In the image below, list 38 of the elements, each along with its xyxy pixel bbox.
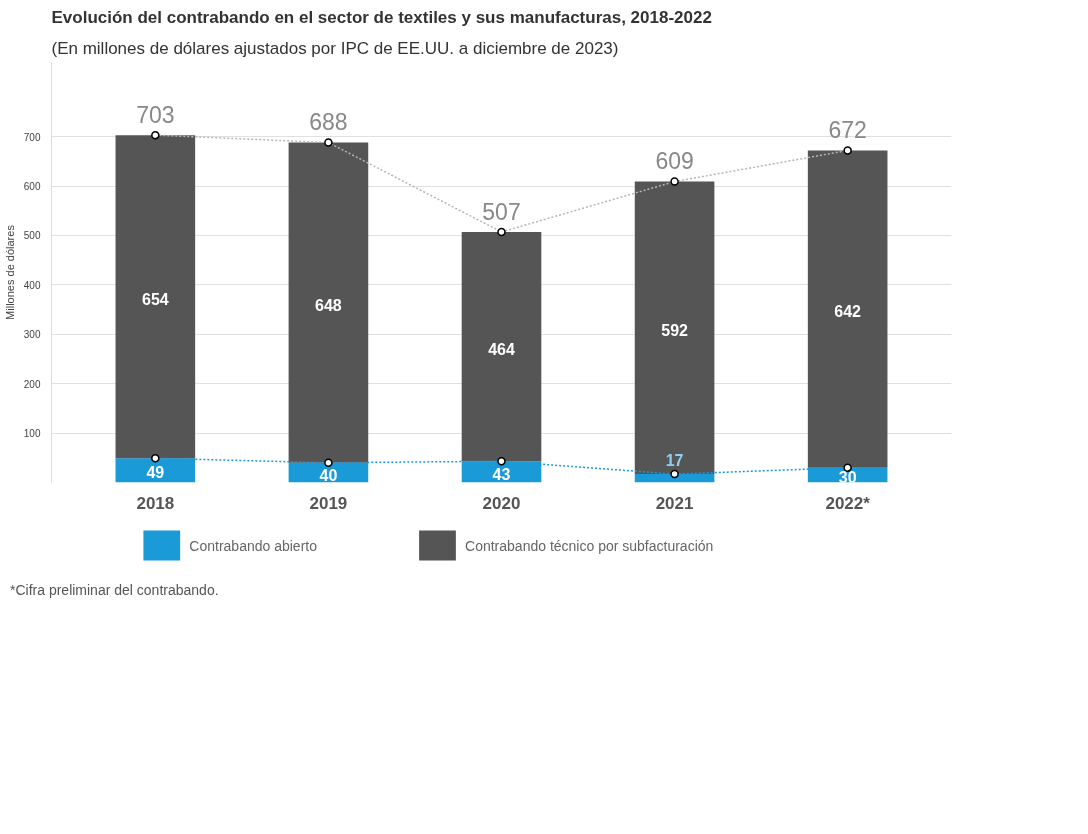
data-label: 592 — [661, 321, 689, 339]
x-tick-label: 2019 — [309, 493, 348, 513]
data-label: 49 — [146, 464, 165, 482]
bar — [634, 181, 715, 475]
y-tick-label: 600 — [23, 181, 41, 193]
data-label: 642 — [834, 303, 862, 321]
y-tick-label: 200 — [23, 378, 41, 390]
x-tick-label: 2022* — [825, 493, 871, 513]
data-label: 654 — [142, 290, 169, 308]
text: *Cifra preliminar del contrabando. — [10, 581, 219, 600]
bar — [807, 150, 888, 468]
legend-label: Contrabando abierto — [189, 537, 318, 554]
x-tick-label: 2020 — [482, 493, 521, 513]
legend-label: Contrabando técnico por subfacturación — [465, 537, 714, 554]
y-tick-label: 500 — [23, 230, 41, 242]
total-label: 703 — [136, 101, 175, 128]
x-tick-label: 2021 — [655, 493, 694, 513]
chart-subtitle: (En millones de dólares ajustados por IPC de EE.UU. a diciembre de 2023) — [51, 38, 619, 58]
bar — [115, 135, 196, 459]
bar — [461, 231, 542, 462]
y-tick-label: 400 — [23, 279, 41, 291]
chart-title: Evolución del contrabando en el sector de textiles y sus manufacturas, 2018-2022 — [51, 7, 712, 27]
total-label: 672 — [828, 117, 867, 144]
y-tick-label: 300 — [23, 329, 41, 341]
y-tick-label: 100 — [23, 428, 41, 440]
total-label: 688 — [309, 109, 348, 136]
data-label: 30 — [838, 469, 857, 487]
data-label: 40 — [319, 466, 338, 484]
total-label: 609 — [655, 148, 694, 175]
data-label: 43 — [492, 465, 511, 483]
data-label: 464 — [488, 340, 515, 358]
data-label: 17 — [665, 452, 684, 470]
x-tick-label: 2018 — [136, 493, 175, 513]
y-axis-title: Millones de dólares — [3, 224, 16, 320]
total-label: 507 — [482, 198, 521, 225]
data-label: 648 — [315, 296, 342, 314]
y-tick-label: 700 — [23, 131, 41, 143]
bar — [288, 142, 369, 463]
